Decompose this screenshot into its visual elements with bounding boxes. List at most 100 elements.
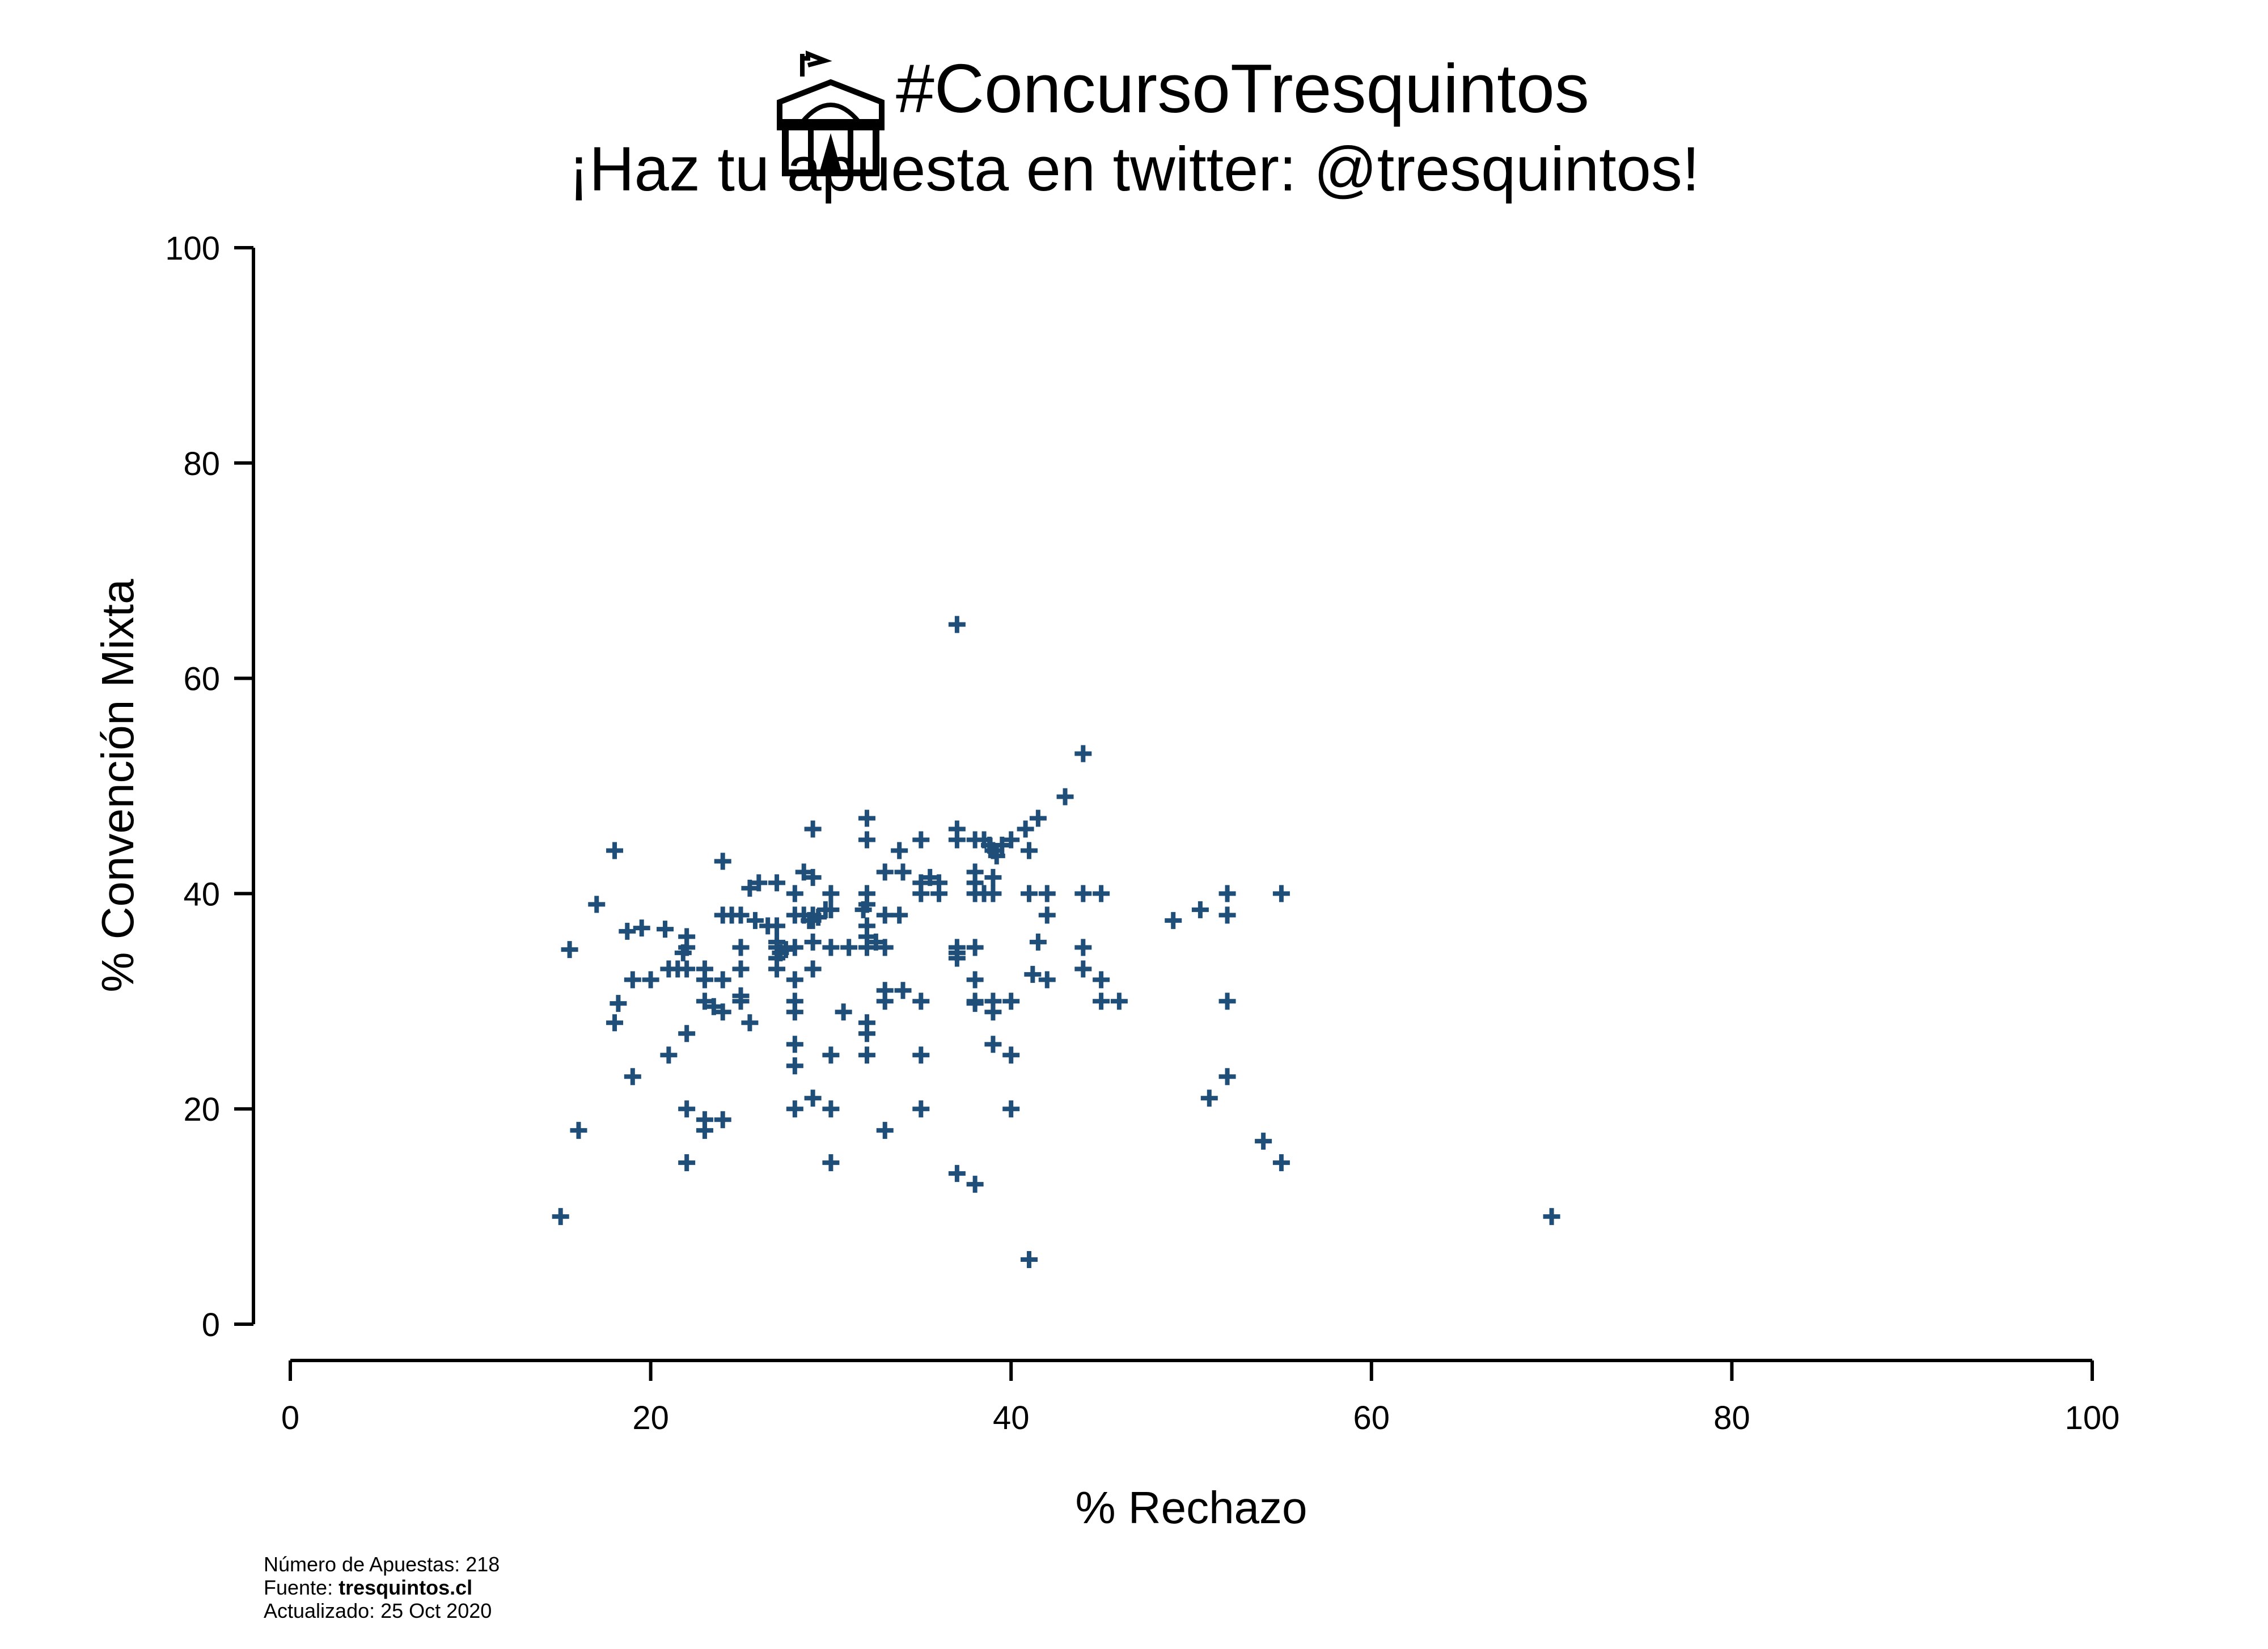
data-point (786, 1036, 803, 1053)
data-point (1038, 971, 1056, 989)
data-point (1191, 901, 1209, 918)
x-tick-label: 40 (993, 1400, 1030, 1436)
data-point (714, 1003, 731, 1021)
y-tick-label: 0 (202, 1307, 220, 1343)
data-point (858, 896, 875, 913)
data-point (741, 1014, 759, 1032)
data-point (858, 1025, 875, 1042)
data-point (606, 842, 624, 859)
data-point (768, 960, 786, 978)
data-point (948, 1165, 966, 1182)
data-point (804, 1090, 822, 1107)
data-point (678, 1025, 696, 1042)
data-point (705, 998, 722, 1015)
data-point (606, 1014, 624, 1032)
data-point (786, 1100, 803, 1118)
data-point (1017, 820, 1034, 838)
data-point (804, 933, 822, 951)
data-point (1074, 939, 1092, 956)
data-point (912, 993, 930, 1010)
data-point (678, 1154, 696, 1172)
data-point (912, 1046, 930, 1064)
x-axis-title: % Rechazo (1075, 1482, 1307, 1533)
y-axis-title: % Convención Mixta (92, 579, 143, 993)
data-point (858, 809, 875, 827)
data-point (930, 885, 948, 902)
x-tick-label: 80 (1713, 1400, 1750, 1436)
data-point (732, 960, 750, 978)
bet-count-note: Número de Apuestas: 218 (264, 1553, 500, 1576)
data-point (696, 993, 713, 1010)
data-point (804, 960, 822, 978)
data-point (1200, 1090, 1218, 1107)
data-point (1165, 912, 1182, 929)
data-point (570, 1122, 587, 1139)
data-point (1002, 1100, 1020, 1118)
data-point (804, 820, 822, 838)
data-point (876, 939, 894, 956)
data-point (1093, 993, 1110, 1010)
data-point (858, 1046, 875, 1064)
data-point (561, 941, 578, 959)
y-tick-label: 40 (183, 876, 220, 913)
x-tick-label: 60 (1353, 1400, 1390, 1436)
data-point (1074, 745, 1092, 762)
data-point (1020, 885, 1038, 902)
data-point (678, 960, 696, 978)
data-point (835, 1003, 852, 1021)
data-point (1074, 960, 1092, 978)
data-point (993, 836, 1011, 854)
data-point (624, 971, 641, 989)
data-point (858, 939, 875, 956)
x-tick-label: 20 (632, 1400, 669, 1436)
data-point (1002, 993, 1020, 1010)
data-point (732, 993, 750, 1010)
data-point (1038, 906, 1056, 924)
data-point (768, 917, 786, 935)
data-point (966, 1176, 984, 1193)
data-point (876, 993, 894, 1010)
data-point (714, 853, 731, 870)
data-point (657, 921, 674, 938)
data-point (795, 863, 813, 881)
data-point (921, 868, 939, 886)
data-point (876, 863, 894, 881)
data-point (988, 847, 1005, 864)
data-point (948, 949, 966, 967)
y-tick-label: 80 (183, 446, 220, 482)
data-point (822, 939, 840, 956)
data-point (750, 874, 768, 892)
data-point (894, 863, 912, 881)
data-point (624, 1068, 641, 1086)
data-point (1029, 809, 1047, 827)
data-point (1218, 1068, 1236, 1086)
data-point (786, 1057, 803, 1075)
data-point (696, 971, 713, 989)
data-point (768, 874, 786, 892)
data-point (867, 933, 885, 951)
data-point (1020, 842, 1038, 859)
data-point (696, 1111, 713, 1129)
data-point (660, 1046, 678, 1064)
data-point (966, 939, 984, 956)
data-point (1002, 831, 1020, 849)
data-point (1020, 1251, 1038, 1269)
data-point (948, 616, 966, 633)
data-point (1024, 965, 1042, 983)
data-point (1218, 885, 1236, 902)
y-ticks: 0 20 40 60 80 100 (165, 230, 253, 1343)
data-point (822, 901, 840, 918)
data-point (1272, 1154, 1290, 1172)
source-note: Fuente: tresquintos.cl (264, 1576, 472, 1599)
data-point (1074, 885, 1092, 902)
y-tick-label: 60 (183, 661, 220, 698)
data-point (984, 885, 1002, 902)
y-tick-label: 20 (183, 1091, 220, 1128)
data-point (1272, 885, 1290, 902)
data-point (642, 971, 659, 989)
data-point (1255, 1133, 1272, 1150)
data-point (876, 906, 894, 924)
data-point (912, 831, 930, 849)
data-point (786, 971, 803, 989)
source-name: tresquintos.cl (338, 1576, 472, 1599)
